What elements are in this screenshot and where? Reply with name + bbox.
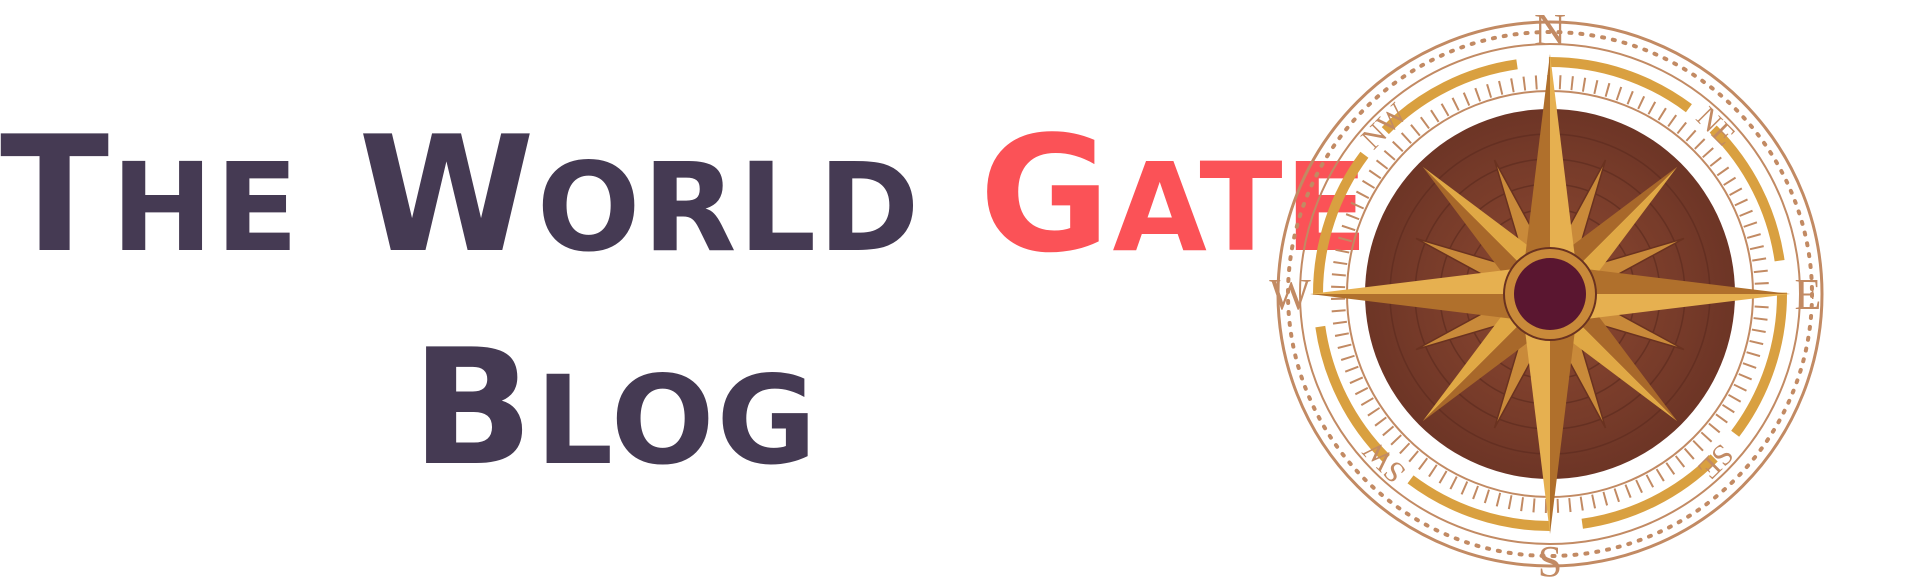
compass-label-s: S [1538,537,1562,584]
compass-label-w: W [1269,270,1311,319]
compass-inner-thin-ring [1299,43,1801,545]
logo-word-gate: GATE [979,101,1370,288]
compass-cardinal-points [1310,54,1790,534]
compass-label-n: N [1534,5,1566,54]
blog-logo-text: THE WORLD GATE BLOG [0,95,1368,521]
logo-word-world: WORLD [358,101,922,288]
compass-label-e: E [1795,270,1822,319]
logo-line-2: BLOG [0,308,1230,521]
compass-center [1514,258,1586,330]
compass-label-nw: NW [1355,97,1414,156]
compass-label-se: SE [1692,438,1740,486]
compass-outer-ring [1276,20,1824,568]
logo-word-the: THE [0,101,301,288]
compass-rose-icon: N S E W NE NW SE SW [1269,5,1824,584]
logo-word-blog: BLOG [411,314,819,501]
compass-dotted-ring [1286,30,1814,558]
logo-line-1: THE WORLD GATE [0,95,1368,308]
